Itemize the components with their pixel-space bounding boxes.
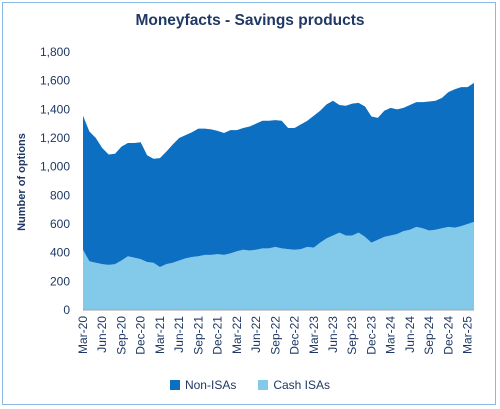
- x-tick-label: Sep-24: [422, 316, 436, 355]
- x-tick-label: Dec-20: [134, 316, 148, 355]
- y-tick-label: 800: [50, 188, 70, 202]
- x-tick-label: Mar-22: [230, 316, 244, 354]
- x-tick-label: Mar-21: [153, 316, 167, 354]
- chart-title: Moneyfacts - Savings products: [135, 12, 365, 29]
- legend-label-cash-isas: Cash ISAs: [273, 378, 331, 392]
- y-tick-label: 600: [50, 217, 70, 231]
- x-axis-ticks: Mar-20 Jun-20 Sep-20 Dec-20 Mar-21 Jun-21 Sep-…: [76, 316, 475, 355]
- y-tick-label: 1,200: [40, 131, 70, 145]
- x-tick-label: Sep-22: [268, 316, 282, 355]
- x-tick-label: Sep-20: [114, 316, 128, 355]
- x-tick-label: Dec-23: [364, 316, 378, 355]
- x-tick-label: Mar-20: [76, 316, 90, 354]
- y-tick-label: 1,600: [40, 74, 70, 88]
- y-tick-label: 1,000: [40, 160, 70, 174]
- y-tick-label: 200: [50, 274, 70, 288]
- y-tick-label: 1,800: [40, 45, 70, 59]
- legend-swatch-non-isas: [169, 380, 180, 390]
- legend-item-cash-isas: Cash ISAs: [258, 378, 330, 392]
- x-tick-label: Dec-24: [441, 316, 455, 355]
- legend-swatch-cash-isas: [258, 380, 269, 390]
- x-tick-label: Jun-20: [95, 316, 109, 353]
- x-tick-label: Mar-23: [307, 316, 321, 354]
- x-tick-label: Dec-22: [288, 316, 302, 355]
- x-tick-label: Sep-21: [191, 316, 205, 355]
- area-series-group: [83, 82, 474, 310]
- y-tick-label: 1,400: [40, 102, 70, 116]
- x-tick-label: Dec-21: [211, 316, 225, 355]
- y-tick-label: 400: [50, 246, 70, 260]
- x-tick-label: Jun-23: [326, 316, 340, 353]
- legend-item-non-isas: Non-ISAs: [169, 378, 237, 392]
- y-tick-label: 0: [63, 303, 70, 317]
- legend: Non-ISAs Cash ISAs: [0, 378, 500, 392]
- x-tick-label: Jun-22: [249, 316, 263, 353]
- x-tick-label: Mar-24: [384, 316, 398, 354]
- area-cash-isas: [83, 221, 474, 310]
- legend-label-non-isas: Non-ISAs: [184, 378, 237, 392]
- y-axis-ticks: 0 200 400 600 800 1,000 1,200 1,400 1,600 1,800: [40, 45, 70, 317]
- x-tick-label: Sep-23: [345, 316, 359, 355]
- x-tick-label: Jun-21: [172, 316, 186, 353]
- x-tick-label: Jun-24: [403, 316, 417, 353]
- area-non-isas: [83, 82, 474, 267]
- x-tick-label: Mar-25: [461, 316, 475, 354]
